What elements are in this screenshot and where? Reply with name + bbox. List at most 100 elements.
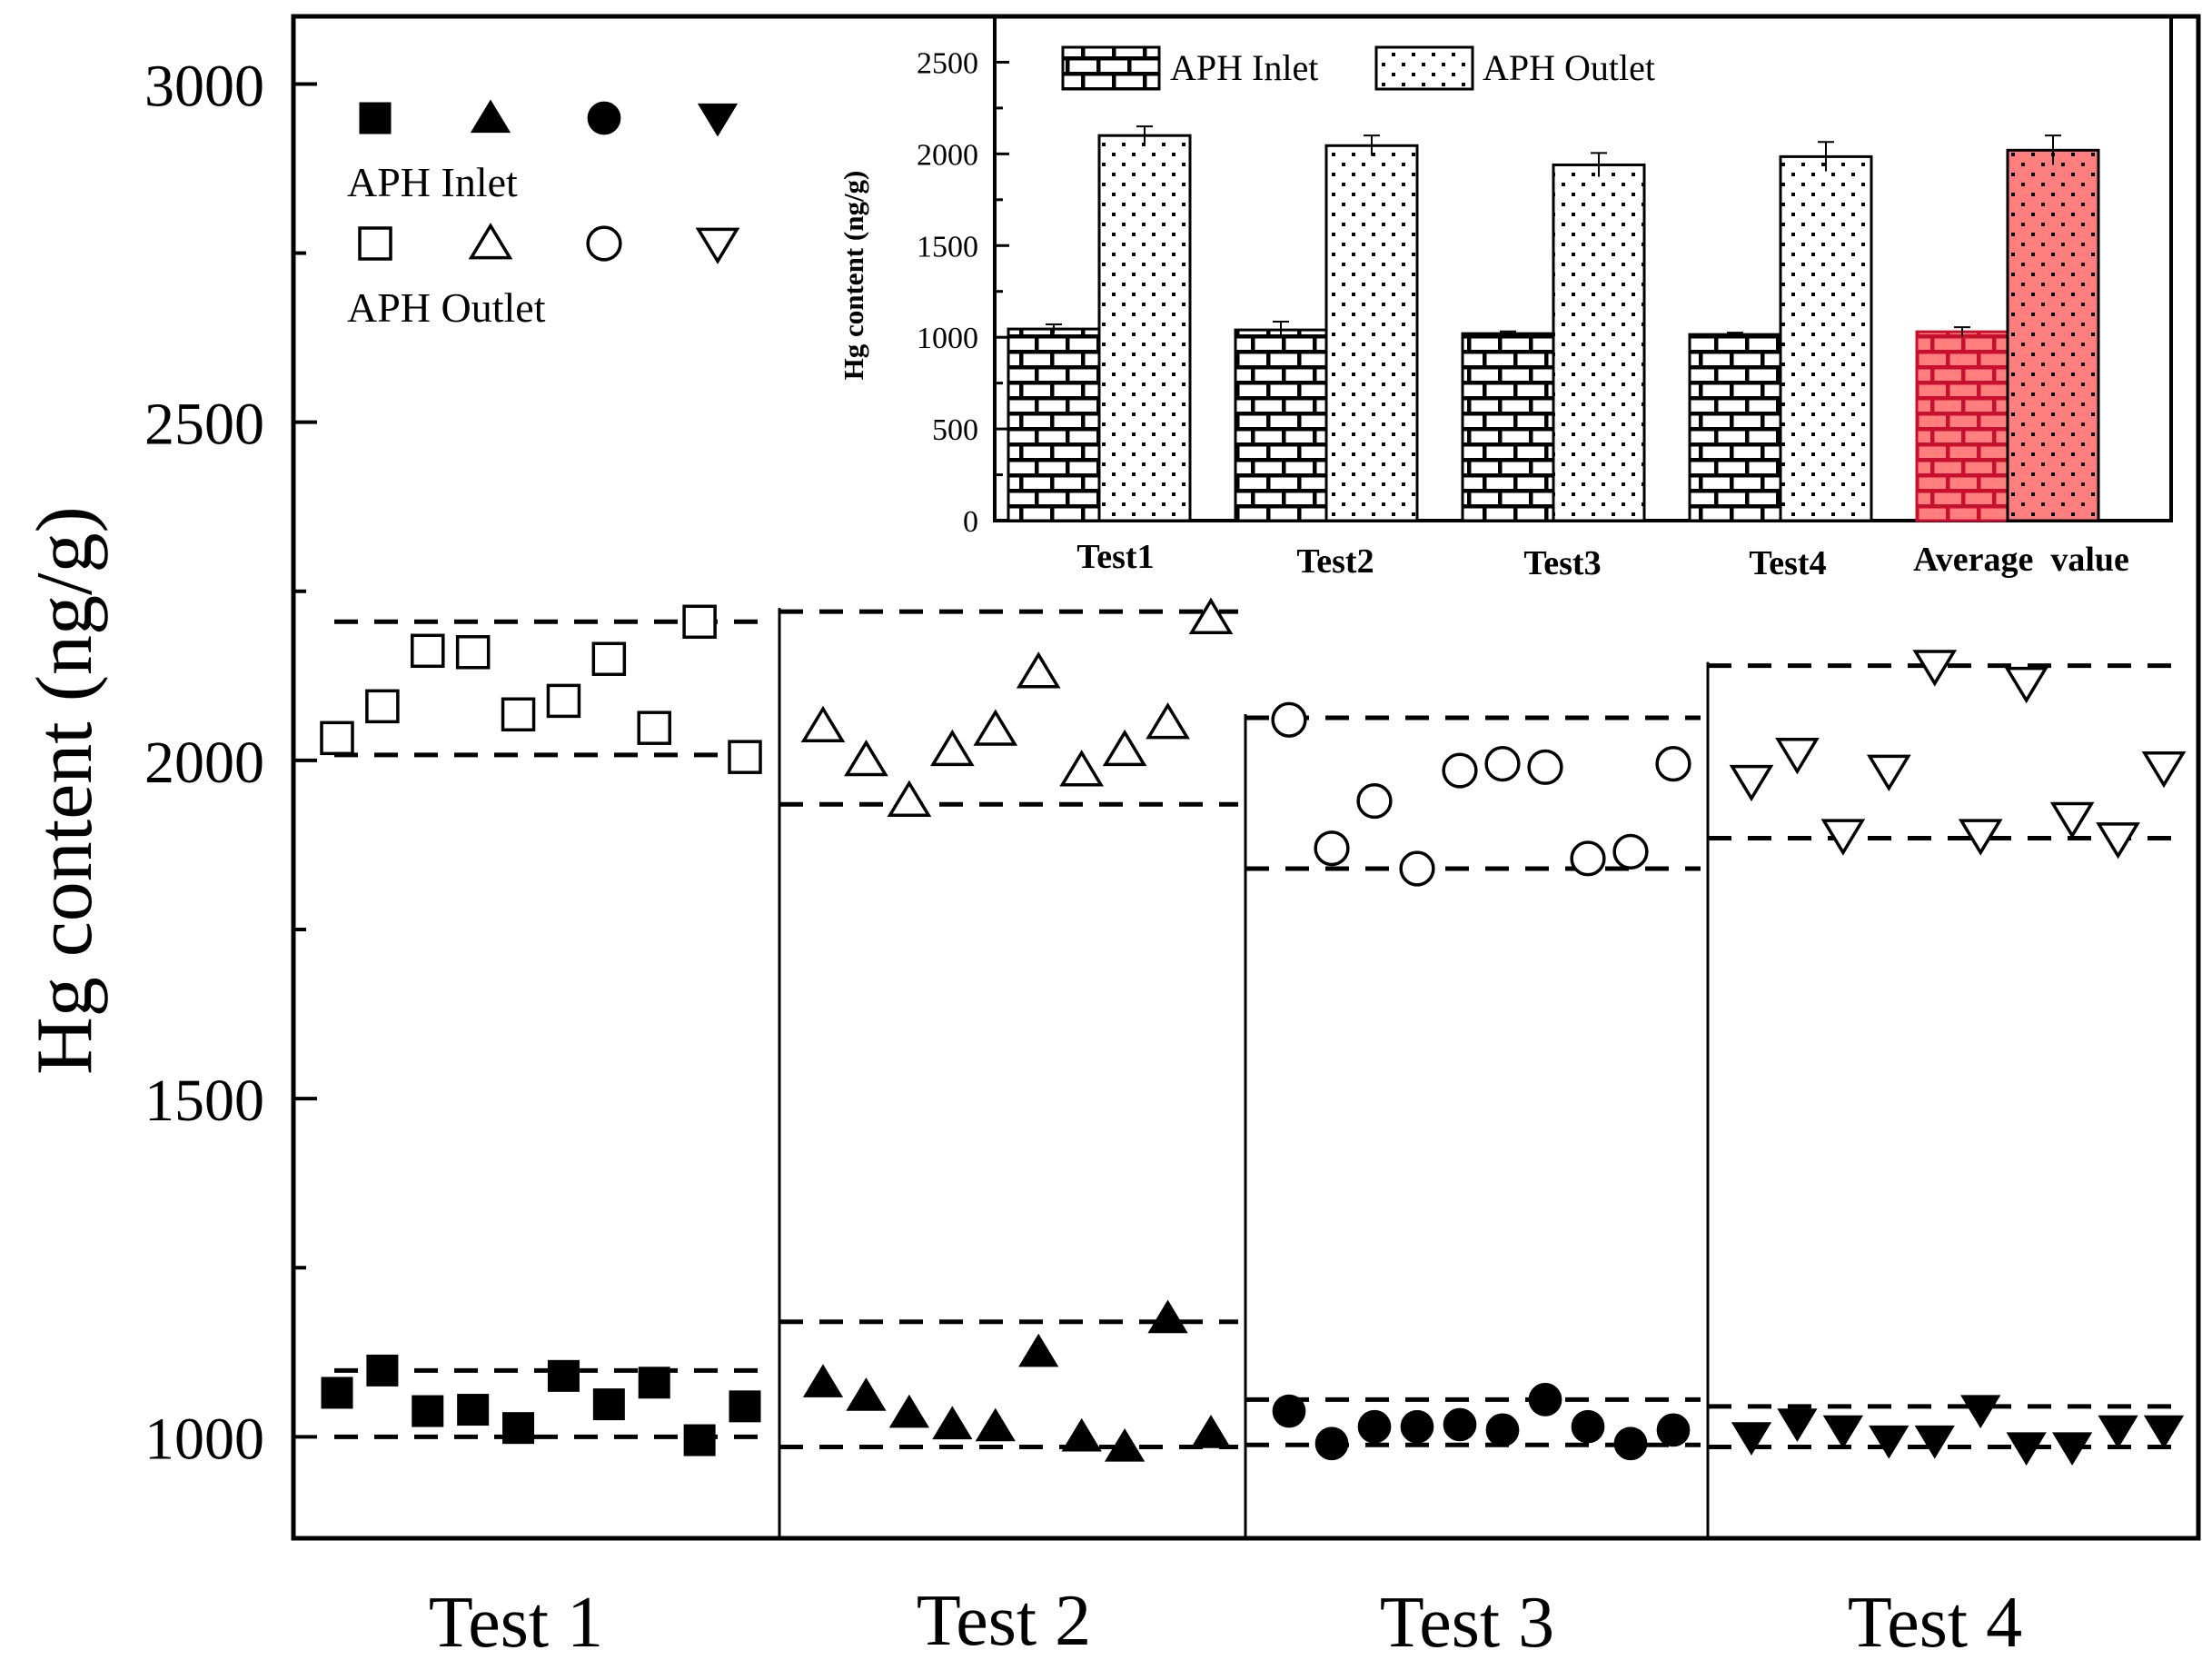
data-point bbox=[1485, 1413, 1520, 1447]
inset-category-average: Average value bbox=[1913, 541, 2129, 579]
legend-marker-open-circle bbox=[586, 225, 622, 262]
data-point bbox=[844, 739, 888, 777]
legend-outlet-markers bbox=[358, 223, 740, 264]
data-point bbox=[728, 740, 762, 774]
inset-y-tick-label: 2500 bbox=[917, 46, 978, 80]
data-point bbox=[2004, 666, 2049, 704]
data-point bbox=[1822, 1415, 1864, 1449]
data-point bbox=[2006, 1432, 2047, 1466]
legend-marker-filled-triangle-down bbox=[697, 103, 739, 137]
data-point bbox=[1271, 701, 1307, 738]
inset-category-test1: Test1 bbox=[1076, 538, 1154, 576]
data-point bbox=[457, 1394, 490, 1427]
data-point bbox=[973, 709, 1018, 746]
data-point bbox=[1442, 752, 1478, 789]
data-point bbox=[975, 1407, 1016, 1442]
inset-category-test3: Test3 bbox=[1523, 544, 1601, 582]
data-point bbox=[591, 641, 627, 676]
data-point bbox=[1357, 1409, 1392, 1444]
inset-bar bbox=[1007, 327, 1101, 522]
inset-bar bbox=[1461, 332, 1555, 522]
group-label-test-4: Test 4 bbox=[1848, 1583, 2022, 1663]
inset-bar bbox=[1915, 330, 2009, 522]
data-point bbox=[2051, 1432, 2093, 1466]
data-point bbox=[321, 1377, 353, 1409]
inset-legend: APH Inlet APH Outlet bbox=[1061, 45, 1655, 91]
data-point bbox=[1731, 1422, 1772, 1456]
inset-y-tick-label: 1000 bbox=[917, 322, 978, 355]
data-point bbox=[1656, 1413, 1691, 1447]
inset-y-tick-label: 2000 bbox=[917, 138, 978, 172]
data-point bbox=[888, 1394, 930, 1428]
data-point bbox=[1314, 1427, 1349, 1461]
legend-outlet-label: APH Outlet bbox=[347, 284, 546, 331]
inset-category-test4: Test4 bbox=[1749, 544, 1826, 582]
data-point bbox=[592, 1388, 625, 1421]
data-point bbox=[1528, 1383, 1562, 1417]
y-tick-label: 2000 bbox=[144, 730, 264, 796]
data-point bbox=[887, 780, 932, 817]
data-point bbox=[1190, 1415, 1232, 1448]
data-point bbox=[683, 1424, 716, 1456]
data-point bbox=[1102, 729, 1147, 767]
legend-inlet-markers bbox=[359, 99, 739, 137]
data-point bbox=[412, 1395, 444, 1427]
legend-marker-open-triangle-down bbox=[695, 227, 740, 264]
data-point bbox=[802, 1364, 844, 1397]
inset-bar-chart: 0 500 1000 1500 2000 2500 bbox=[917, 15, 2173, 539]
data-point bbox=[1914, 1425, 1955, 1459]
group-label-test-1: Test 1 bbox=[429, 1583, 603, 1663]
data-point bbox=[547, 1359, 580, 1392]
data-point bbox=[1443, 1407, 1477, 1442]
data-point bbox=[1777, 1408, 1818, 1442]
data-point bbox=[2096, 822, 2140, 860]
inset-category-test2: Test2 bbox=[1296, 542, 1374, 581]
data-point bbox=[1655, 746, 1691, 782]
inset-y-tick-label: 0 bbox=[963, 505, 978, 539]
data-point bbox=[320, 721, 354, 756]
data-point bbox=[637, 711, 671, 745]
data-point bbox=[1314, 830, 1350, 867]
data-point bbox=[638, 1367, 670, 1399]
group-label-test-2: Test 2 bbox=[917, 1581, 1091, 1661]
data-point bbox=[1570, 840, 1606, 877]
data-point bbox=[365, 689, 400, 724]
data-point bbox=[1188, 597, 1234, 634]
y-tick-label: 2500 bbox=[144, 392, 264, 458]
data-point bbox=[929, 729, 975, 767]
group-label-test-3: Test 3 bbox=[1380, 1583, 1554, 1663]
data-point bbox=[1061, 1417, 1102, 1452]
data-point bbox=[1612, 833, 1649, 870]
data-point bbox=[1059, 750, 1105, 787]
data-point bbox=[2143, 1415, 2185, 1449]
inset-bar bbox=[1097, 134, 1192, 522]
data-point bbox=[1869, 1425, 1909, 1459]
inset-bar bbox=[1324, 144, 1419, 522]
data-point bbox=[1729, 764, 1774, 802]
data-point bbox=[1866, 754, 1911, 791]
data-point bbox=[1356, 782, 1393, 820]
legend-marker-filled-square bbox=[359, 102, 392, 134]
inset-y-axis-label: Hg content (ng/g) bbox=[838, 171, 869, 381]
data-point bbox=[1960, 1395, 2001, 1429]
y-tick-label: 1000 bbox=[144, 1406, 264, 1472]
data-point bbox=[455, 635, 491, 670]
inset-bar bbox=[1552, 163, 1646, 522]
data-point bbox=[502, 1412, 535, 1445]
data-point bbox=[846, 1377, 887, 1411]
main-y-axis-label: Hg content (ng/g) bbox=[21, 506, 109, 1075]
legend-marker-open-triangle-up bbox=[468, 223, 513, 260]
inset-bar bbox=[1779, 154, 1873, 522]
legend-marker-filled-triangle-up bbox=[470, 99, 511, 134]
main-scatter-plot: 1000 1500 2000 2500 3000 bbox=[144, 14, 2201, 1541]
data-point bbox=[1571, 1409, 1605, 1444]
data-point bbox=[1400, 1409, 1434, 1444]
data-point bbox=[1399, 850, 1435, 887]
data-point bbox=[1104, 1427, 1146, 1462]
main-legend: APH Inlet APH Outlet bbox=[347, 99, 740, 331]
inset-y-tick-label: 500 bbox=[932, 413, 978, 447]
data-point bbox=[2098, 1415, 2138, 1449]
inset-legend-label-outlet: APH Outlet bbox=[1483, 47, 1655, 88]
data-point bbox=[546, 683, 581, 719]
data-point bbox=[411, 633, 445, 669]
